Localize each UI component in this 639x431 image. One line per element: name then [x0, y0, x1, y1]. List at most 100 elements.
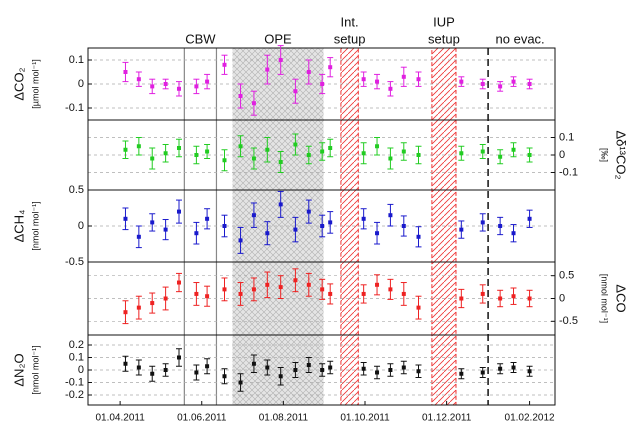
data-point: [401, 365, 406, 370]
y-tick-label: 0.1: [69, 54, 84, 66]
data-point: [480, 220, 485, 225]
data-point: [498, 296, 503, 301]
data-point: [480, 370, 485, 375]
panel-frame: [87, 334, 556, 406]
data-point: [205, 364, 210, 369]
region-label: OPE: [264, 31, 292, 46]
data-point: [150, 84, 155, 89]
data-point: [293, 278, 298, 283]
data-point: [527, 369, 532, 374]
y-tick-label: 0: [78, 220, 84, 232]
data-point: [375, 144, 380, 149]
data-point: [306, 70, 311, 74]
data-point: [150, 156, 155, 161]
data-point: [222, 287, 227, 292]
data-point: [320, 287, 325, 292]
y-tick-label: 0: [559, 292, 565, 304]
data-point: [150, 301, 155, 306]
y-tick-label: -0.5: [559, 315, 578, 327]
data-point: [498, 224, 503, 228]
data-point: [320, 224, 325, 228]
data-point: [123, 70, 128, 74]
y-axis-label: ΔCO₂: [11, 67, 26, 100]
data-point: [375, 79, 380, 84]
data-point: [306, 282, 311, 287]
data-point: [306, 209, 311, 214]
data-point: [205, 216, 210, 221]
data-point: [278, 160, 283, 164]
data-point: [361, 366, 366, 371]
y-axis-unit: [nmol mol⁻¹]: [30, 201, 40, 250]
data-point: [265, 365, 270, 370]
y-axis-label: ΔCO: [614, 284, 629, 312]
data-point: [498, 154, 503, 159]
data-point: [194, 84, 199, 89]
data-point: [238, 291, 243, 296]
data-point: [163, 227, 168, 232]
y-tick-label: -0.1: [65, 376, 84, 388]
data-point: [416, 234, 421, 239]
data-point: [498, 84, 503, 89]
data-point: [194, 231, 199, 236]
data-point: [150, 220, 155, 225]
data-point: [265, 147, 270, 152]
x-tick-label: 01.12.2011: [422, 413, 472, 424]
y-tick-label: 0.5: [69, 184, 84, 196]
data-point: [205, 79, 210, 84]
data-point: [278, 202, 283, 207]
data-point: [194, 370, 199, 375]
y-tick-label: 0.1: [69, 351, 84, 363]
data-point: [459, 151, 464, 156]
data-point: [416, 305, 421, 310]
data-point: [251, 156, 256, 161]
data-point: [222, 158, 227, 163]
y-tick-label: 0.1: [559, 131, 574, 143]
x-tick-label: 01.10.2011: [340, 413, 390, 424]
data-point: [238, 94, 243, 98]
data-point: [238, 238, 243, 243]
data-point: [511, 231, 516, 236]
data-point: [388, 213, 393, 218]
region-label: IUP: [433, 14, 455, 29]
region-label: CBW: [185, 31, 216, 46]
data-point: [320, 368, 325, 372]
data-point: [328, 291, 333, 296]
data-point: [480, 82, 485, 86]
data-point: [176, 86, 181, 91]
data-point: [328, 220, 333, 225]
x-tick-label: 01.04.2011: [95, 413, 145, 424]
x-tick-label: 01.06.2011: [177, 413, 227, 424]
data-point: [401, 149, 406, 154]
data-point: [388, 156, 393, 161]
data-point: [361, 77, 366, 82]
data-point: [176, 355, 181, 360]
data-point: [205, 149, 210, 154]
data-point: [459, 79, 464, 84]
data-point: [278, 285, 283, 290]
y-axis-unit: [µmol mol⁻¹]: [30, 59, 40, 108]
data-point: [136, 365, 141, 370]
data-point: [163, 151, 168, 156]
data-point: [136, 305, 141, 310]
y-tick-label: 0: [78, 364, 84, 376]
data-point: [361, 151, 366, 156]
data-point: [416, 153, 421, 157]
region-label: setup: [428, 31, 460, 46]
data-point: [205, 294, 210, 299]
data-point: [123, 216, 128, 221]
data-point: [265, 231, 270, 236]
y-tick-label: 0: [559, 149, 565, 161]
y-tick-label: -0.1: [65, 102, 84, 114]
data-point: [320, 149, 325, 154]
data-point: [527, 82, 532, 86]
data-point: [388, 86, 393, 91]
data-point: [527, 296, 532, 301]
data-point: [498, 366, 503, 371]
data-point: [278, 374, 283, 379]
data-point: [251, 361, 256, 366]
data-point: [163, 82, 168, 86]
data-point: [293, 89, 298, 94]
data-point: [328, 365, 333, 370]
y-axis-unit: [nmol mol⁻¹]: [600, 274, 610, 323]
data-point: [459, 227, 464, 232]
